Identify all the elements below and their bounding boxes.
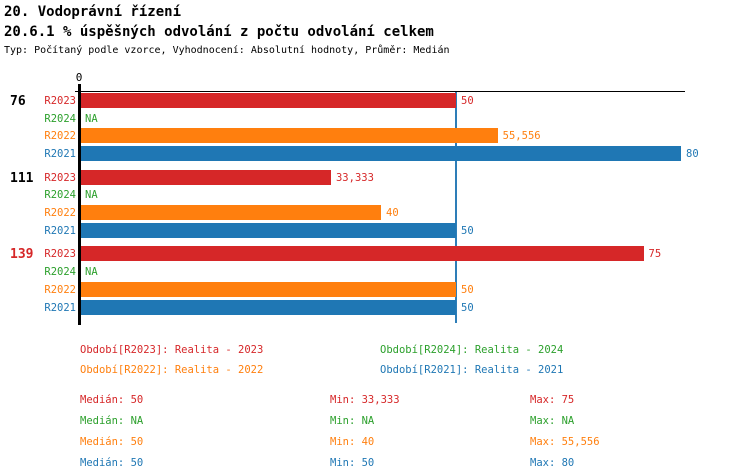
stat-max: Max: 55,556 <box>530 436 600 448</box>
bar-value-label: NA <box>85 112 98 125</box>
row-label: R2023 <box>44 248 76 261</box>
stat-median: Medián: NA <box>80 415 144 427</box>
row-label: R2022 <box>44 130 76 143</box>
row-label: R2021 <box>44 301 76 314</box>
x-axis-line <box>75 91 685 92</box>
legend-item: Období[R2022]: Realita - 2022 <box>80 364 264 376</box>
bar-value-label: NA <box>85 266 98 279</box>
bar-value-label: 50 <box>461 301 474 314</box>
bar-value-label: 50 <box>461 283 474 296</box>
stat-min: Min: NA <box>330 415 375 427</box>
chart-subtitle: 20.6.1 % úspěšných odvolání z počtu odvo… <box>4 24 434 40</box>
row-label: R2024 <box>44 112 76 125</box>
row-label: R2023 <box>44 95 76 107</box>
page-title: 20. Vodoprávní řízení <box>4 4 182 20</box>
bar <box>81 299 456 315</box>
bar <box>81 246 644 262</box>
y-axis-line <box>78 84 81 325</box>
bar <box>81 93 456 108</box>
group-label: 139 <box>10 247 34 263</box>
row-label: R2021 <box>44 148 76 161</box>
bar-value-label: 50 <box>461 224 474 237</box>
bar <box>81 222 456 238</box>
stat-min: Min: 40 <box>330 436 375 448</box>
legend-item: Období[R2021]: Realita - 2021 <box>380 364 564 376</box>
bar-value-label: 40 <box>386 207 399 220</box>
bar-value-label: 33,333 <box>335 171 374 184</box>
bar <box>81 128 498 144</box>
stat-max: Max: 75 <box>530 394 575 406</box>
median-reference-line <box>455 92 457 323</box>
bar <box>81 169 331 185</box>
stat-max: Max: 80 <box>530 457 575 469</box>
group-label: 111 <box>10 170 34 186</box>
row-label: R2022 <box>44 283 76 296</box>
stat-median: Medián: 50 <box>80 394 144 406</box>
bar-value-label: NA <box>85 189 98 202</box>
row-label: R2024 <box>44 266 76 279</box>
bar-value-label: 55,556 <box>502 130 541 143</box>
stat-min: Min: 50 <box>330 457 375 469</box>
bar <box>81 281 456 297</box>
legend-item: Období[R2023]: Realita - 2023 <box>80 344 264 356</box>
row-label: R2023 <box>44 171 76 184</box>
stat-median: Medián: 50 <box>80 457 144 469</box>
bar-value-label: 80 <box>686 148 699 161</box>
bar-value-label: 75 <box>648 248 662 261</box>
stat-median: Medián: 50 <box>80 436 144 448</box>
stat-max: Max: NA <box>530 415 575 427</box>
bar <box>81 205 381 221</box>
legend-item: Období[R2024]: Realita - 2024 <box>380 344 564 356</box>
group-label: 76 <box>10 94 26 109</box>
chart-meta-line: Typ: Počítaný podle vzorce, Vyhodnocení:… <box>4 45 450 56</box>
row-label: R2024 <box>44 189 76 202</box>
row-label: R2021 <box>44 224 76 237</box>
stat-min: Min: 33,333 <box>330 394 400 406</box>
axis-zero-label: 0 <box>75 71 83 84</box>
row-label: R2022 <box>44 207 76 220</box>
bar <box>81 146 681 162</box>
bar-value-label: 50 <box>461 95 474 107</box>
